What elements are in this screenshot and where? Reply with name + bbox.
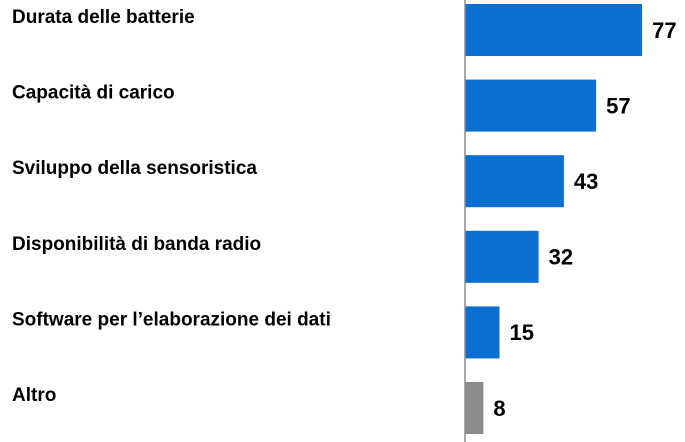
bar [465, 79, 597, 132]
value-label: 32 [549, 245, 573, 270]
value-label: 15 [510, 320, 534, 345]
category-label: Sviluppo della sensoristica [12, 158, 257, 179]
bar [465, 155, 564, 208]
category-label: Durata delle batterie [12, 7, 195, 28]
category-label: Capacità di carico [12, 83, 175, 104]
bar [465, 230, 539, 283]
bar [465, 4, 643, 56]
category-label: Altro [12, 385, 56, 406]
value-label: 43 [574, 169, 598, 194]
bar [465, 306, 500, 359]
value-label: 57 [606, 93, 630, 118]
bar [465, 382, 484, 434]
category-label: Disponibilità di banda radio [12, 234, 261, 255]
value-label: 77 [652, 18, 676, 43]
category-label: Software per l’elaborazione dei dati [12, 309, 331, 330]
value-label: 8 [493, 396, 505, 421]
